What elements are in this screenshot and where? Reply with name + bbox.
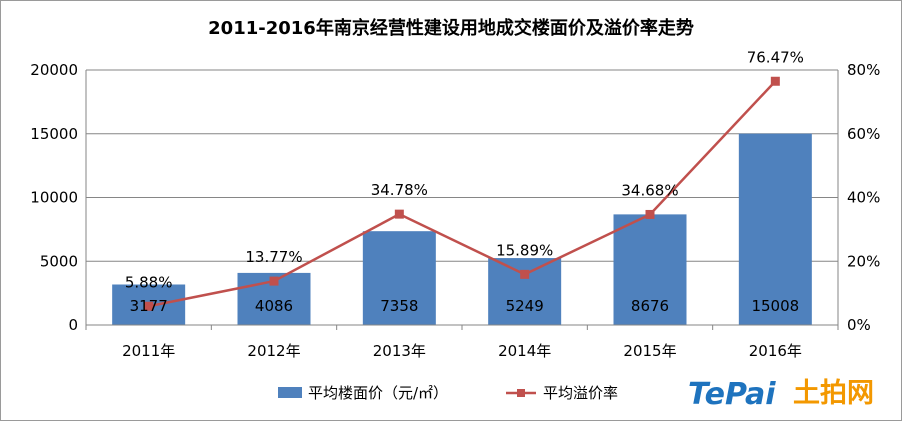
y-left-tick-label: 15000 xyxy=(30,125,78,143)
y-right-tick-label: 20% xyxy=(847,252,880,270)
tepai-logo: TePai 土拍网 xyxy=(688,377,874,412)
legend-line-marker xyxy=(517,389,525,397)
line-series xyxy=(144,76,780,311)
line-value-label: 15.89% xyxy=(496,241,553,259)
legend-bar-label: 平均楼面价（元/㎡） xyxy=(308,384,448,402)
x-tick-label: 2016年 xyxy=(749,342,802,360)
line-point xyxy=(394,209,404,219)
line-value-label: 13.77% xyxy=(245,248,302,266)
legend: 平均楼面价（元/㎡） 平均溢价率 xyxy=(278,384,618,402)
bar-value-label: 7358 xyxy=(380,297,418,315)
line-path xyxy=(148,80,777,308)
bar xyxy=(488,258,562,325)
y-right-tick-label: 0% xyxy=(847,316,871,334)
line-point xyxy=(645,209,655,219)
line-value-label: 34.68% xyxy=(621,181,678,199)
line-value-label: 5.88% xyxy=(125,273,173,291)
y-left-tick-label: 10000 xyxy=(30,189,78,207)
legend-bar-swatch xyxy=(278,387,302,398)
y-left-tick-label: 20000 xyxy=(30,61,78,79)
y-right-tick-label: 40% xyxy=(847,189,880,207)
line-point xyxy=(269,276,279,286)
bar-series xyxy=(112,133,812,325)
x-tick-label: 2014年 xyxy=(498,342,551,360)
line-point xyxy=(144,301,154,311)
y-left-tick-label: 0 xyxy=(68,316,78,334)
line-point xyxy=(520,269,530,279)
line-value-label: 76.47% xyxy=(747,48,804,66)
bar-value-label: 15008 xyxy=(751,297,799,315)
line-point xyxy=(770,76,780,86)
y-right-tick-label: 60% xyxy=(847,125,880,143)
bar-value-label: 4086 xyxy=(255,297,293,315)
bar xyxy=(362,231,436,325)
y-left-tick-label: 5000 xyxy=(40,252,78,270)
line-value-label: 34.78% xyxy=(371,181,428,199)
x-tick-label: 2012年 xyxy=(247,342,300,360)
x-tick-label: 2013年 xyxy=(373,342,426,360)
chart-title: 2011-2016年南京经营性建设用地成交楼面价及溢价率走势 xyxy=(208,18,694,39)
logo-latin-text: TePai xyxy=(688,377,776,412)
legend-line-label: 平均溢价率 xyxy=(543,384,618,402)
x-tick-label: 2011年 xyxy=(122,342,175,360)
logo-cjk-text: 土拍网 xyxy=(793,378,874,409)
y-right-tick-label: 80% xyxy=(847,61,880,79)
x-tick-label: 2015年 xyxy=(623,342,676,360)
bar-value-label: 5249 xyxy=(506,297,544,315)
bar xyxy=(738,133,812,325)
gridlines xyxy=(86,69,838,326)
bar xyxy=(613,214,687,325)
axes: 0 5000 10000 15000 20000 0% 20% 40% 60% 80% 2011年 2… xyxy=(30,61,880,360)
data-labels: 3177 4086 7358 5249 8676 15008 5.88% 13.77% 34.7… xyxy=(125,48,804,315)
bar-value-label: 8676 xyxy=(631,297,669,315)
bar-value-label: 3177 xyxy=(130,297,168,315)
